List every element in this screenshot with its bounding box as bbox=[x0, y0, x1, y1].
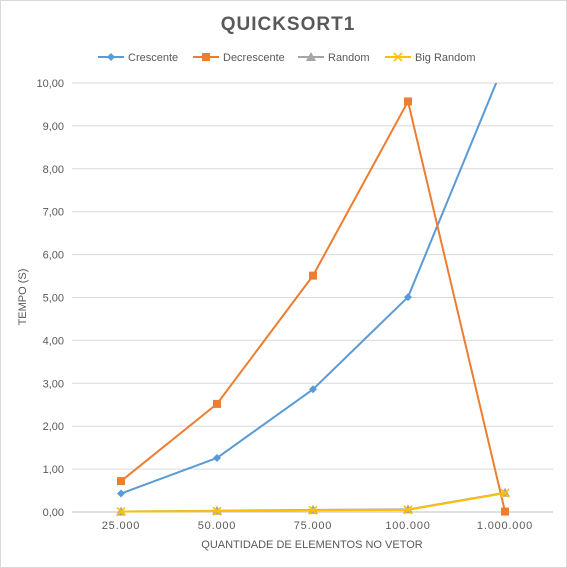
legend-marker bbox=[306, 52, 316, 61]
y-tick-label: 10,00 bbox=[36, 78, 64, 90]
y-tick-label: 3,00 bbox=[43, 378, 64, 390]
x-tick-label: 100.000 bbox=[385, 520, 430, 532]
chart-title: QUICKSORT1 bbox=[221, 14, 356, 35]
series-crescente bbox=[117, 83, 498, 498]
legend-label: Decrescente bbox=[223, 52, 285, 64]
y-tick-label: 8,00 bbox=[43, 164, 64, 176]
plot-area bbox=[116, 83, 510, 517]
y-tick-label: 9,00 bbox=[43, 121, 64, 133]
x-tick-label: 50.000 bbox=[198, 520, 236, 532]
data-point bbox=[308, 505, 318, 515]
legend-item-big-random: Big Random bbox=[385, 52, 476, 64]
legend-item-decrescente: Decrescente bbox=[193, 52, 285, 64]
data-point bbox=[212, 506, 222, 516]
y-tick-label: 5,00 bbox=[43, 293, 64, 305]
series-line bbox=[120, 100, 506, 512]
gridlines bbox=[72, 82, 553, 470]
data-point bbox=[501, 507, 509, 516]
y-tick-label: 6,00 bbox=[43, 250, 64, 262]
y-axis-label: TEMPO (S) bbox=[17, 269, 29, 326]
data-point bbox=[500, 488, 510, 498]
data-point bbox=[309, 271, 317, 280]
data-point bbox=[117, 477, 125, 486]
legend-marker bbox=[393, 52, 403, 62]
data-point bbox=[213, 453, 221, 462]
x-tick-label: 1.000.000 bbox=[477, 520, 533, 532]
legend-label: Crescente bbox=[128, 52, 178, 64]
data-point bbox=[117, 489, 125, 498]
data-point bbox=[309, 385, 317, 394]
legend-label: Random bbox=[328, 52, 370, 64]
y-axis-ticks: 0,00 1,00 2,00 3,00 4,00 5,00 6,00 7,00 8,00 9,00… bbox=[36, 78, 64, 519]
y-tick-label: 7,00 bbox=[43, 207, 64, 219]
x-axis-label: QUANTIDADE DE ELEMENTOS NO VETOR bbox=[201, 539, 423, 551]
legend: Crescente Decrescente Random Big Random bbox=[98, 52, 476, 64]
x-tick-label: 75.000 bbox=[294, 520, 332, 532]
legend-marker bbox=[202, 53, 210, 61]
legend-item-random: Random bbox=[298, 52, 370, 64]
y-tick-label: 4,00 bbox=[43, 335, 64, 347]
data-point bbox=[116, 507, 126, 517]
series-decrescente bbox=[117, 97, 509, 516]
data-point bbox=[404, 293, 412, 302]
data-point bbox=[404, 97, 412, 106]
x-axis-ticks: 25.000 50.000 75.000 100.000 1.000.000 bbox=[102, 520, 533, 532]
y-tick-label: 0,00 bbox=[43, 507, 64, 519]
legend-item-crescente: Crescente bbox=[98, 52, 178, 64]
series-big-random bbox=[116, 488, 510, 517]
legend-marker bbox=[107, 53, 115, 61]
y-tick-label: 1,00 bbox=[43, 464, 64, 476]
x-tick-label: 25.000 bbox=[102, 520, 140, 532]
data-point bbox=[403, 505, 413, 515]
legend-label: Big Random bbox=[415, 52, 476, 64]
data-point bbox=[213, 399, 221, 408]
y-tick-label: 2,00 bbox=[43, 421, 64, 433]
